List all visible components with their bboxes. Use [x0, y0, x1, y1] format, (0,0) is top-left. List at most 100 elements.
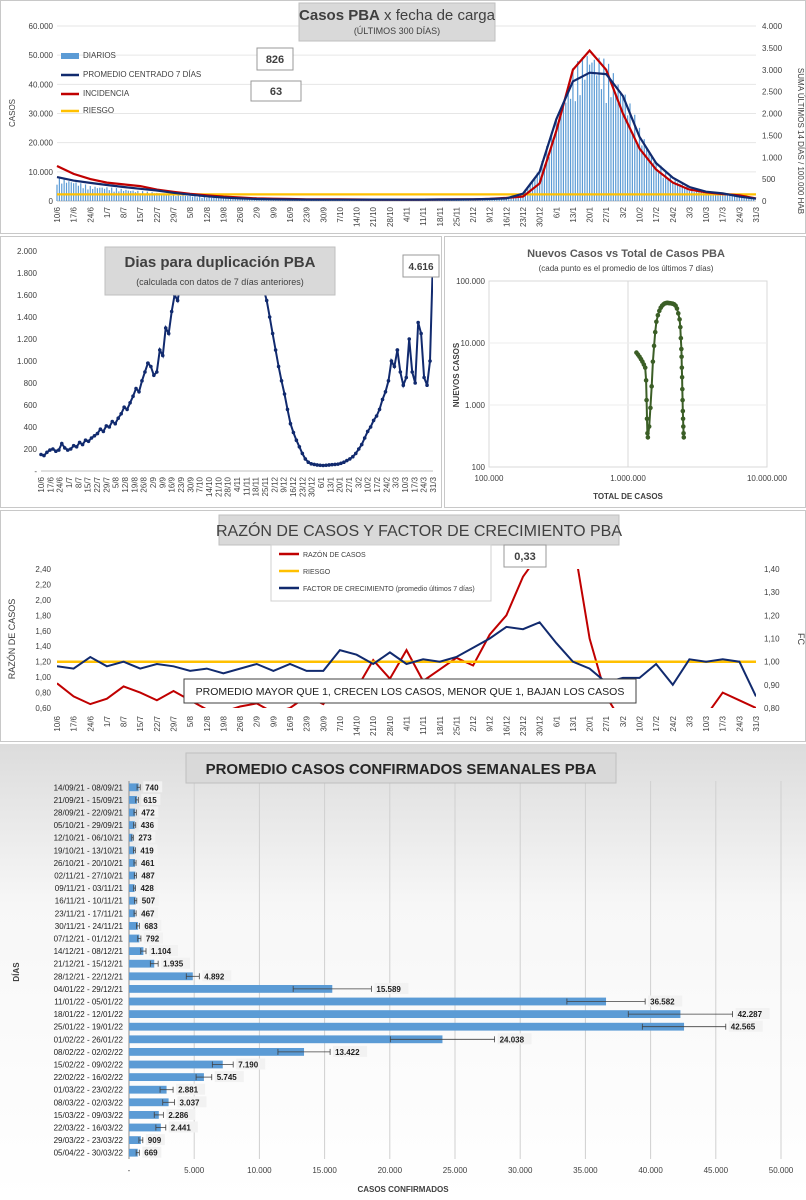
- data-label-bg: [176, 1083, 206, 1095]
- daily-bar: [168, 193, 170, 201]
- daily-bar: [643, 139, 645, 201]
- duplicacion-point: [386, 379, 391, 383]
- daily-bar: [703, 191, 705, 201]
- data-label: 24.038: [500, 1035, 525, 1044]
- daily-bar: [196, 197, 198, 201]
- duplicacion-point: [83, 438, 88, 442]
- duplicacion-point: [288, 421, 293, 426]
- duplicacion-point: [152, 373, 156, 378]
- duplicacion-point: [422, 375, 426, 380]
- legend-label: INCIDENCIA: [83, 89, 130, 98]
- category-label: 01/02/22 - 26/01/22: [54, 1035, 124, 1044]
- x-tick-label: 17/3: [719, 715, 728, 731]
- daily-bar: [175, 196, 177, 201]
- x-tick-label: 26/8: [140, 476, 149, 492]
- x-tick-label: 24/3: [735, 206, 744, 222]
- x-tick-label: 6/1: [552, 715, 561, 727]
- data-label-bg: [374, 982, 409, 994]
- x-tick-label: 9/9: [158, 476, 167, 488]
- daily-bar: [581, 57, 584, 201]
- y-left-tick-label: 10.000: [29, 168, 54, 177]
- legend-label: PROMEDIO CENTRADO 7 DÍAS: [83, 70, 201, 79]
- y-left-tick-label: 0: [49, 197, 54, 206]
- x-tick-label: 30/9: [319, 715, 328, 731]
- daily-bar: [567, 85, 569, 201]
- x-tick-label: 15.000: [312, 1166, 337, 1175]
- duplicacion-point: [306, 460, 311, 464]
- y-left-tick-label: 0,80: [35, 689, 51, 698]
- scatter-point: [642, 365, 648, 370]
- daily-bar: [586, 56, 588, 201]
- daily-bar: [729, 195, 731, 201]
- duplicacion-point: [398, 370, 403, 374]
- daily-bar: [657, 171, 660, 201]
- duplicacion-point: [312, 462, 317, 467]
- x-tick-label: 15/7: [136, 206, 145, 222]
- daily-bar: [222, 198, 225, 201]
- duplicacion-point: [45, 450, 49, 455]
- duplicacion-point: [273, 348, 278, 352]
- scatter-point: [646, 424, 652, 429]
- data-label-bg: [139, 856, 159, 868]
- daily-bar: [218, 198, 220, 201]
- duplicacion-line: [41, 362, 149, 457]
- duplicacion-point: [428, 359, 432, 363]
- duplicacion-point: [303, 457, 308, 461]
- duplicacion-point: [134, 386, 138, 391]
- x-tick-label: 7/10: [336, 206, 345, 222]
- callout-value: 0,33: [514, 551, 535, 563]
- duplicacion-point: [413, 381, 417, 385]
- category-label: 01/03/22 - 23/02/22: [54, 1086, 124, 1095]
- daily-bar: [248, 199, 251, 201]
- x-tick-label: 35.000: [573, 1166, 598, 1175]
- daily-bar: [569, 98, 572, 201]
- daily-bar: [693, 192, 695, 201]
- duplicacion-point: [282, 392, 287, 396]
- x-tick-label: 17/3: [410, 476, 419, 492]
- daily-bar: [743, 196, 745, 201]
- title-box: [185, 752, 617, 784]
- x-tick-label: 20/1: [586, 206, 595, 222]
- daily-bar: [717, 192, 719, 201]
- x-tick-label: 11/11: [242, 476, 251, 495]
- data-label: 792: [146, 935, 160, 944]
- x-tick-label: 23/9: [303, 206, 312, 222]
- category-label: 04/01/22 - 29/12/21: [54, 985, 124, 994]
- y-right-tick-label: 2.000: [762, 110, 783, 119]
- daily-bar: [558, 122, 560, 201]
- daily-bar: [596, 75, 598, 201]
- x-tick-label: -: [128, 1166, 131, 1175]
- x-tick-label: 25/11: [261, 476, 270, 496]
- daily-bar: [662, 177, 664, 201]
- daily-bar: [165, 194, 167, 201]
- x-tick-label: 10/2: [636, 206, 645, 222]
- daily-bar: [189, 195, 191, 201]
- data-label: 487: [141, 872, 155, 881]
- daily-bar: [137, 190, 139, 201]
- legend-label: FACTOR DE CRECIMIENTO (promedio últimos …: [303, 586, 475, 593]
- daily-bar: [227, 198, 229, 201]
- callout-box: [256, 47, 294, 71]
- data-label-bg: [177, 1096, 207, 1108]
- x-tick-label: 20.000: [378, 1166, 403, 1175]
- x-tick-label: 16/9: [286, 715, 295, 731]
- category-label: 30/11/21 - 24/11/21: [55, 922, 124, 931]
- promedio-semanal-chart: - 5.000 10.000 15.000 20.000 25.000 30.000 35.0…: [12, 752, 794, 1194]
- duplicacion-point: [336, 462, 340, 466]
- y-axis-title: NUEVOS CASOS: [452, 342, 461, 407]
- duplicacion-point: [297, 445, 302, 449]
- duplicacion-point: [101, 429, 106, 434]
- bar: [129, 1136, 141, 1145]
- daily-bar: [667, 179, 669, 201]
- x-tick-label: 19/8: [130, 476, 139, 492]
- daily-bar: [681, 184, 683, 201]
- x-tick-label: 17/2: [652, 206, 661, 222]
- chart-title: Dias para duplicación PBA: [125, 254, 316, 271]
- duplicacion-point: [116, 416, 121, 420]
- duplicacion-point: [95, 431, 100, 436]
- legend-label: DIARIOS: [83, 51, 116, 60]
- data-label: 909: [148, 1136, 162, 1145]
- daily-bar: [191, 196, 194, 201]
- x-tick-label: 2/9: [253, 206, 262, 218]
- x-tick-label: 10/3: [401, 476, 410, 492]
